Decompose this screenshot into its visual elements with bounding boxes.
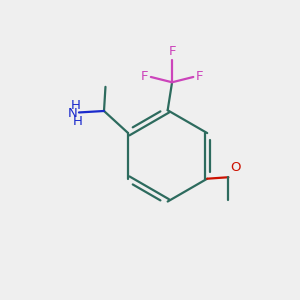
Text: H: H bbox=[72, 115, 82, 128]
Text: O: O bbox=[230, 161, 240, 174]
Text: H: H bbox=[70, 100, 80, 112]
Text: F: F bbox=[141, 70, 148, 83]
Text: F: F bbox=[196, 70, 203, 83]
Text: N: N bbox=[68, 106, 77, 119]
Text: F: F bbox=[168, 45, 176, 58]
